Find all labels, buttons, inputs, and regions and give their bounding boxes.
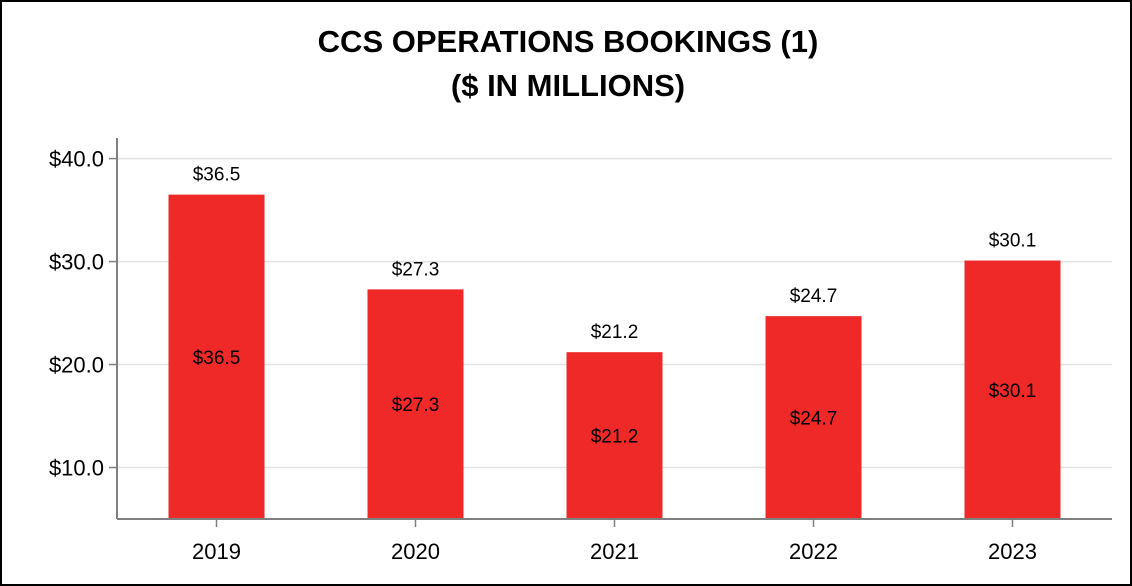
x-tick-label: 2020 <box>391 539 440 564</box>
bar-2022 <box>765 316 862 519</box>
data-label-inside: $21.2 <box>591 427 639 448</box>
axes <box>116 138 1112 527</box>
data-label-inside: $27.3 <box>392 395 440 416</box>
chart-subtitle: ($ IN MILLIONS) <box>450 68 686 103</box>
y-tick-label: $30.0 <box>49 250 104 275</box>
data-labels: $36.5 $36.5 $27.3 $27.3 $21.2 $21.2 $24.7 $24.7… <box>193 165 1037 448</box>
bar-2019 <box>168 194 265 519</box>
bar-2021 <box>566 352 663 519</box>
x-tick-label: 2021 <box>590 539 639 564</box>
x-axis-labels: 2019 2020 2021 2022 2023 <box>192 539 1037 564</box>
data-label-inside: $24.7 <box>790 409 838 430</box>
data-label-above: $27.3 <box>392 259 440 280</box>
y-tick-label: $40.0 <box>49 147 104 172</box>
x-tick-label: 2023 <box>988 539 1037 564</box>
x-tick-label: 2019 <box>192 539 241 564</box>
bar-2023 <box>964 260 1061 519</box>
bar-2020 <box>367 289 464 519</box>
data-label-above: $36.5 <box>193 165 241 186</box>
y-axis-ticks: $10.0 $20.0 $30.0 $40.0 <box>49 147 117 481</box>
y-tick-label: $10.0 <box>49 456 104 481</box>
bars <box>168 194 1061 519</box>
data-label-above: $21.2 <box>591 322 639 343</box>
x-tick-label: 2022 <box>789 539 838 564</box>
y-tick-label: $20.0 <box>49 353 104 378</box>
data-label-inside: $36.5 <box>193 348 241 369</box>
data-label-inside: $30.1 <box>989 381 1037 402</box>
data-label-above: $24.7 <box>790 286 838 307</box>
chart-title: CCS OPERATIONS BOOKINGS (1) <box>317 24 819 59</box>
data-label-above: $30.1 <box>989 231 1037 252</box>
